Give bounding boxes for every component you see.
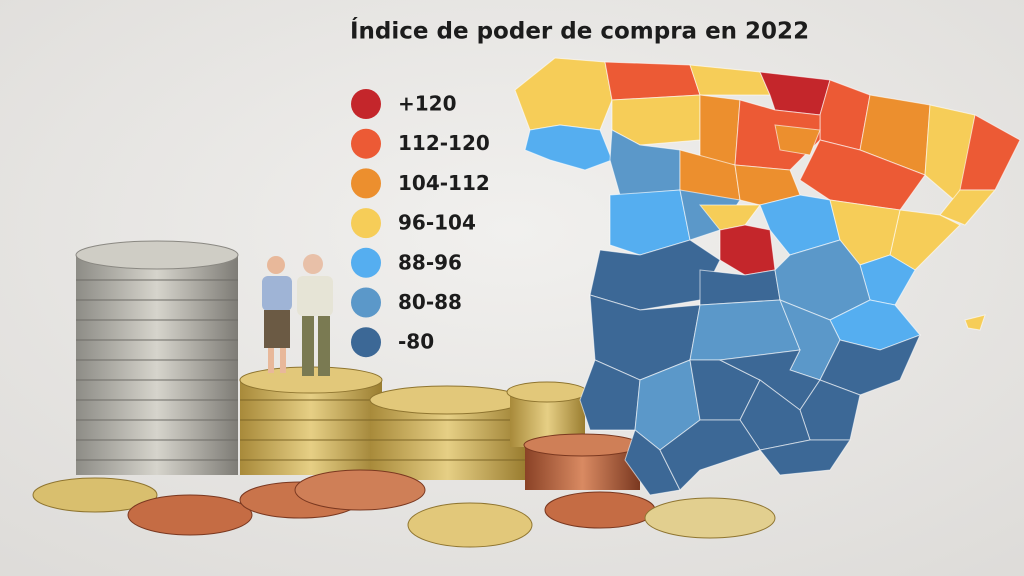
legend-label: 80-88: [398, 290, 462, 314]
legend-swatch: [351, 327, 381, 358]
province: [759, 439, 851, 476]
spain-map: [514, 57, 1021, 496]
province: [611, 94, 701, 146]
legend-label: -80: [398, 330, 434, 354]
legend-swatch: [351, 89, 381, 119]
legend-swatch: [351, 247, 381, 278]
legend-label: +120: [398, 92, 457, 116]
coins-illustration: [32, 240, 776, 548]
province: [939, 189, 997, 226]
province: [624, 429, 681, 496]
legend-swatch: [351, 128, 381, 159]
province: [699, 94, 741, 166]
province: [579, 359, 641, 431]
legend-swatch: [351, 287, 381, 318]
title: Índice de poder de compra en 2022: [350, 17, 809, 45]
legend-label: 112-120: [398, 131, 490, 155]
legend-label: 88-96: [398, 250, 462, 274]
province: [774, 124, 821, 156]
legend-label: 104-112: [398, 171, 490, 195]
province: [524, 124, 613, 171]
province: [604, 61, 701, 101]
legend-label: 96-104: [398, 211, 476, 235]
legend: +120 112-120 104-112 96-104 88-96 80-88 -80: [351, 89, 490, 358]
province: [964, 314, 986, 331]
legend-swatch: [351, 208, 381, 239]
province: [699, 269, 781, 306]
legend-swatch: [351, 168, 381, 199]
